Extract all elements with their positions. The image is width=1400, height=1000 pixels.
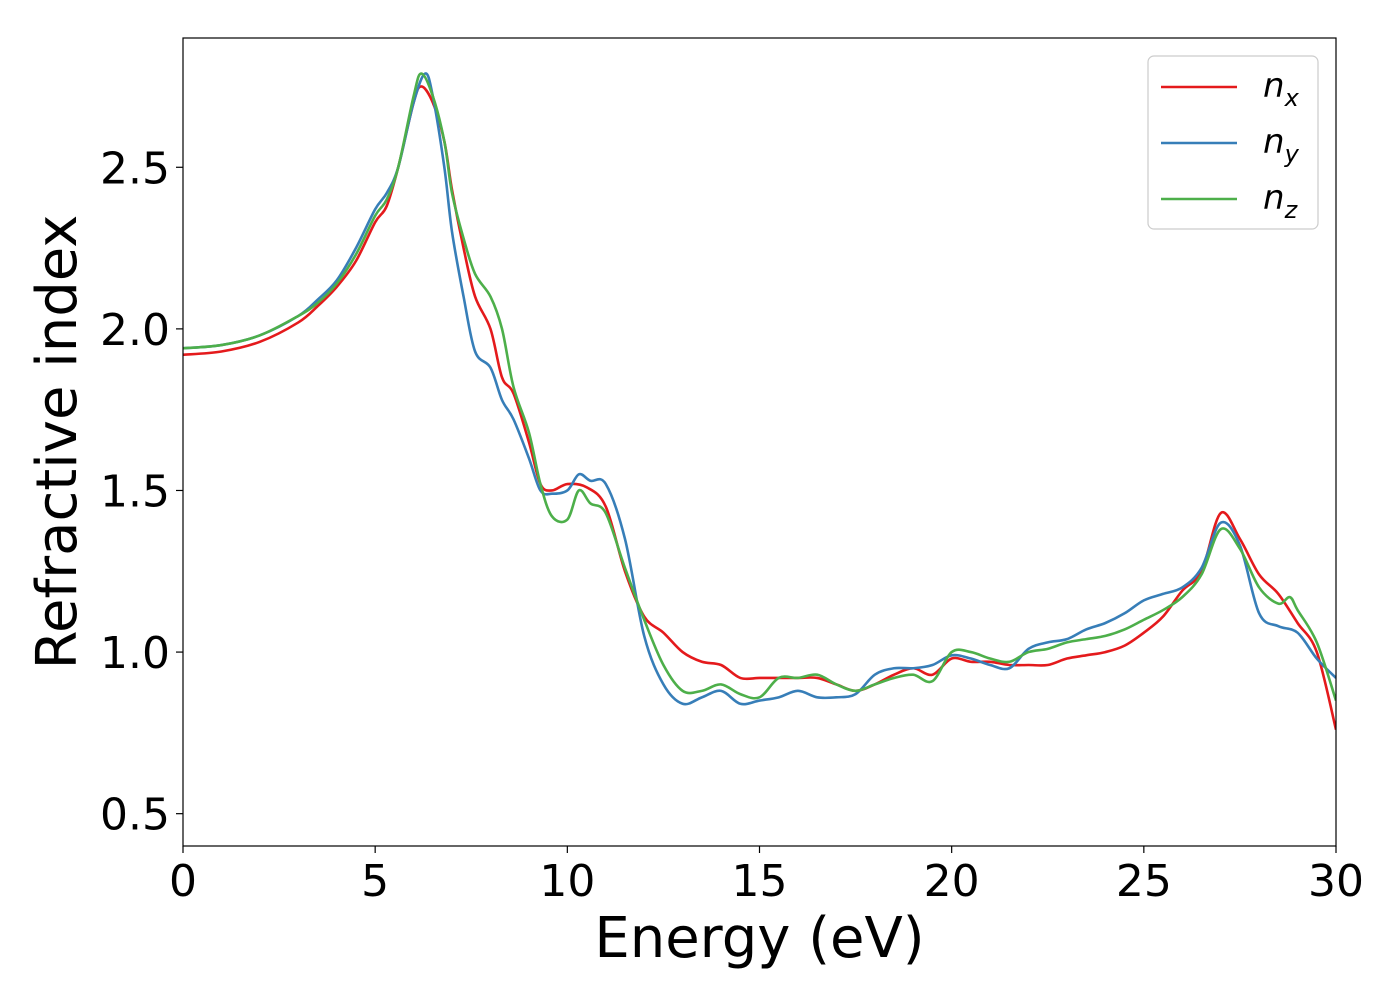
x-tick-label: 30 [1308,856,1364,907]
legend-symbol: n [1263,122,1285,162]
y-tick-label: 0.5 [100,790,170,841]
x-tick-label: 25 [1116,856,1172,907]
x-axis-label: Energy (eV) [594,906,924,971]
legend-label-nx: nx [1263,66,1300,112]
legend-subscript: z [1284,196,1299,224]
legend-subscript: x [1284,84,1300,112]
y-tick-label: 2.0 [100,305,170,356]
y-tick-label: 2.5 [100,143,170,194]
y-tick-label: 1.0 [100,628,170,679]
x-tick-label: 0 [169,856,197,907]
x-tick-label: 5 [361,856,389,907]
y-axis-label: Refractive index [25,215,90,670]
series-layer [183,72,1336,730]
legend-symbol: n [1263,66,1285,106]
legend-symbol: n [1263,178,1285,218]
legend-label-ny: ny [1263,122,1300,168]
legend-subscript: y [1284,140,1300,168]
x-tick-label: 15 [732,856,788,907]
y-tick-label: 1.5 [100,466,170,517]
y-axis: 0.5 1.0 1.5 2.0 2.5 [100,143,183,841]
series-line-ny [183,72,1336,706]
x-axis: 0 5 10 15 20 25 30 [169,846,1364,907]
legend-label-nz: nz [1263,178,1299,224]
x-tick-label: 20 [924,856,980,907]
x-tick-label: 10 [539,856,595,907]
series-line-nz [183,72,1336,701]
